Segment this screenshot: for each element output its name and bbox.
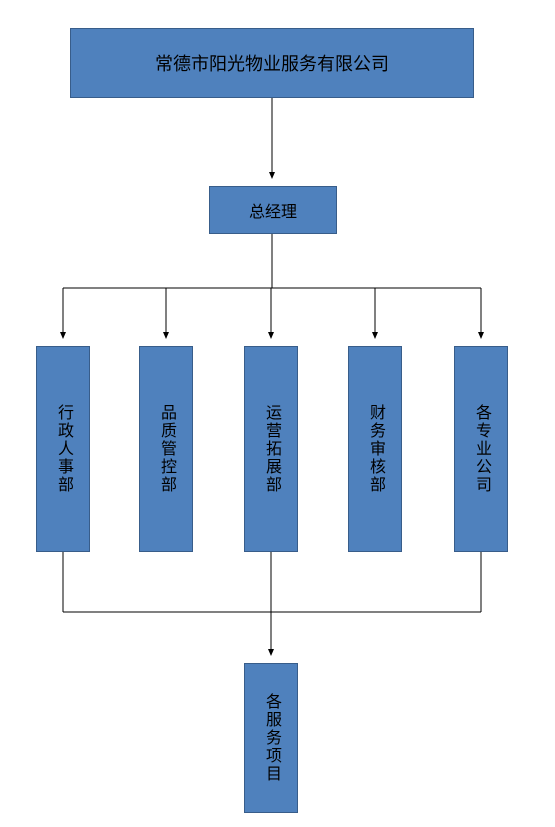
node-manager-label: 总经理 <box>249 198 297 222</box>
node-dept5-label: 各专业公司 <box>469 404 493 494</box>
node-dept4-label: 财务审核部 <box>363 404 387 494</box>
node-dept3: 运营拓展部 <box>244 346 298 552</box>
node-dept1-label: 行政人事部 <box>51 404 75 494</box>
node-bottom: 各服务项目 <box>244 663 298 813</box>
node-company: 常德市阳光物业服务有限公司 <box>70 28 474 98</box>
node-dept2: 品质管控部 <box>139 346 193 552</box>
node-dept2-label: 品质管控部 <box>154 404 178 494</box>
node-dept4: 财务审核部 <box>348 346 402 552</box>
node-bottom-label: 各服务项目 <box>259 693 283 783</box>
node-dept1: 行政人事部 <box>36 346 90 552</box>
node-dept5: 各专业公司 <box>454 346 508 552</box>
node-manager: 总经理 <box>209 186 337 234</box>
node-company-label: 常德市阳光物业服务有限公司 <box>155 50 389 76</box>
node-dept3-label: 运营拓展部 <box>259 404 283 494</box>
